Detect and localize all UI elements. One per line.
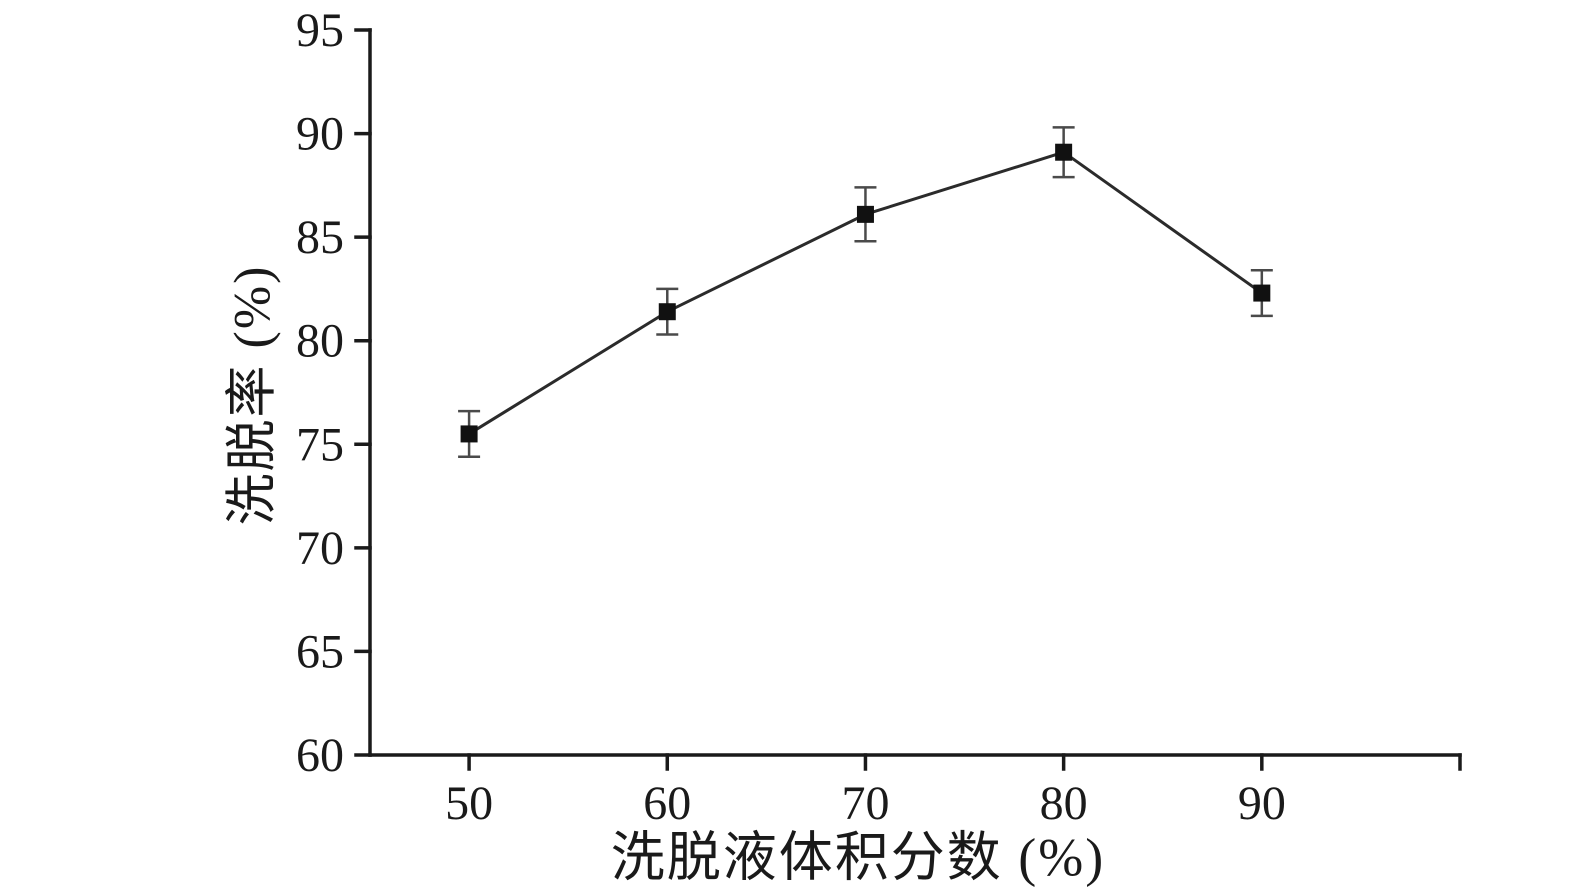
x-tick-label: 60 xyxy=(643,777,691,830)
x-tick-label: 90 xyxy=(1238,777,1286,830)
x-axis-label: 洗脱液体积分数 (%) xyxy=(610,827,1106,888)
data-point-marker xyxy=(1253,284,1271,302)
y-tick-label: 75 xyxy=(296,418,344,471)
y-tick-label: 65 xyxy=(296,625,344,678)
data-point-marker xyxy=(460,425,478,443)
x-tick-label: 80 xyxy=(1040,777,1088,830)
y-tick-label: 85 xyxy=(296,211,344,264)
y-tick-label: 60 xyxy=(296,729,344,782)
x-tick-label: 50 xyxy=(445,777,493,830)
y-tick-label: 70 xyxy=(296,522,344,575)
y-tick-label: 80 xyxy=(296,315,344,368)
data-point-marker xyxy=(658,303,676,321)
y-axis-label: 洗脱率 (%) xyxy=(224,264,282,526)
data-point-marker xyxy=(1055,143,1073,161)
x-tick-label: 70 xyxy=(841,777,889,830)
y-tick-label: 90 xyxy=(296,108,344,161)
y-tick-label: 95 xyxy=(296,4,344,57)
data-point-marker xyxy=(856,205,874,223)
